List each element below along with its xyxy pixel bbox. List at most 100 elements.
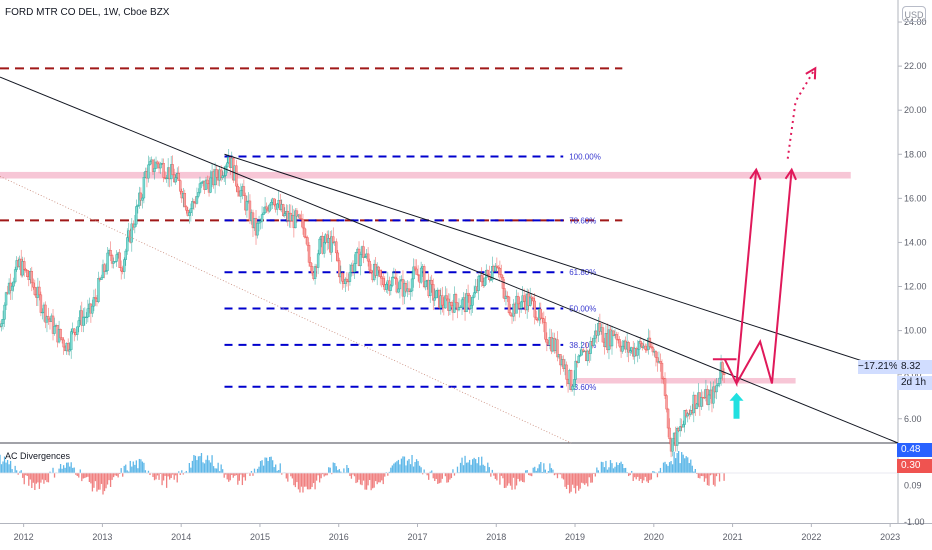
candle-body-298: [450, 302, 453, 306]
candle-body-358: [541, 317, 544, 320]
candle-body-183: [276, 203, 279, 210]
candle-body-219: [330, 236, 333, 253]
resistance-zone-1: [575, 377, 796, 384]
candle-body-460: [695, 403, 699, 409]
candle-body-149: [224, 166, 227, 176]
candle-body-332: [501, 277, 505, 289]
candle-body-118: [177, 173, 180, 181]
candle-body-203: [306, 237, 309, 246]
candle-body-294: [444, 295, 447, 309]
candle-body-4: [4, 292, 8, 306]
candle-body-379: [572, 379, 576, 387]
candle-body-47: [69, 331, 73, 350]
x-tick-label-3: 2015: [250, 532, 270, 542]
candle-body-58: [86, 308, 90, 318]
candle-body-327: [494, 265, 497, 272]
indicator-badge-red: 0.30: [897, 459, 932, 473]
candle-body-224: [338, 260, 341, 278]
candle-body-143: [215, 169, 218, 178]
candle-body-433: [654, 351, 658, 358]
candle-body-454: [686, 413, 689, 417]
candle-body-274: [413, 266, 417, 270]
candle-body-270: [407, 288, 411, 292]
projection-path-1: [723, 169, 758, 388]
candle-body-70: [104, 270, 108, 272]
candle-body-431: [651, 347, 655, 353]
candle-body-211: [318, 238, 321, 254]
candle-body-322: [486, 269, 489, 275]
candle-body-32: [47, 316, 50, 320]
x-tick-label-1: 2013: [92, 532, 112, 542]
candle-body-87: [130, 223, 133, 243]
candle-body-116: [174, 177, 177, 183]
candle-body-91: [136, 205, 140, 207]
candle-body-133: [200, 182, 203, 184]
candle-body-226: [341, 273, 344, 282]
candle-body-251: [379, 269, 382, 277]
candle-body-188: [283, 213, 286, 216]
candle-body-159: [239, 190, 243, 197]
candle-body-89: [133, 223, 137, 228]
candle-body-104: [156, 161, 159, 165]
candle-body-102: [153, 168, 156, 172]
candle-body-409: [618, 339, 621, 347]
x-tick-label-9: 2021: [723, 532, 743, 542]
candle-body-174: [262, 212, 265, 215]
candle-body-305: [460, 299, 464, 308]
candle-body-103: [154, 161, 158, 169]
candle-body-119: [179, 180, 182, 192]
candle-body-93: [139, 192, 143, 201]
candle-body-99: [148, 161, 152, 166]
currency-button[interactable]: USD: [902, 6, 926, 22]
candle-body-351: [530, 296, 533, 299]
candle-body-478: [722, 372, 726, 376]
candle-body-73: [109, 250, 112, 256]
x-tick-label-11: 2023: [880, 532, 900, 542]
candle-body-297: [448, 302, 452, 311]
candle-body-390: [589, 341, 592, 354]
candle-body-261: [394, 276, 397, 279]
candle-body-40: [59, 328, 62, 339]
candle-body-79: [118, 252, 121, 268]
candle-body-235: [354, 251, 358, 264]
candle-body-463: [700, 396, 703, 407]
candle-body-444: [671, 438, 674, 452]
candle-body-244: [368, 260, 371, 271]
candle-body-195: [294, 210, 297, 229]
trendline-2: [0, 175, 572, 444]
candle-body-22: [32, 282, 35, 288]
candle-body-130: [195, 196, 199, 204]
candle-body-300: [453, 294, 456, 313]
candle-body-202: [304, 236, 308, 238]
candle-body-26: [38, 286, 41, 296]
candle-body-229: [345, 278, 349, 282]
candle-body-69: [103, 264, 106, 272]
candle-body-311: [469, 305, 473, 309]
candle-body-28: [41, 311, 44, 314]
countdown-tag: 2d 1h: [897, 376, 932, 390]
candle-body-49: [73, 328, 76, 333]
candle-body-407: [615, 334, 618, 340]
candle-body-335: [506, 295, 509, 298]
candle-body-304: [459, 306, 462, 309]
fib-label-4: 38.20%: [569, 341, 596, 350]
candle-body-447: [675, 428, 679, 446]
candle-body-465: [703, 397, 706, 399]
candle-body-55: [82, 316, 85, 326]
trendline-1: [224, 153, 899, 373]
candle-body-147: [221, 175, 224, 178]
candle-body-264: [398, 280, 402, 290]
candle-body-281: [424, 280, 427, 288]
y-tick-label-8: 22.00: [904, 61, 927, 71]
candle-body-206: [310, 266, 314, 274]
x-tick-label-8: 2020: [644, 532, 664, 542]
candle-body-170: [256, 223, 259, 236]
candle-body-31: [45, 316, 49, 323]
candle-body-275: [415, 268, 418, 275]
candle-body-255: [385, 284, 388, 290]
candle-body-350: [528, 296, 532, 306]
candle-body-150: [226, 162, 229, 168]
candle-body-74: [110, 255, 114, 264]
candle-body-318: [480, 275, 483, 283]
